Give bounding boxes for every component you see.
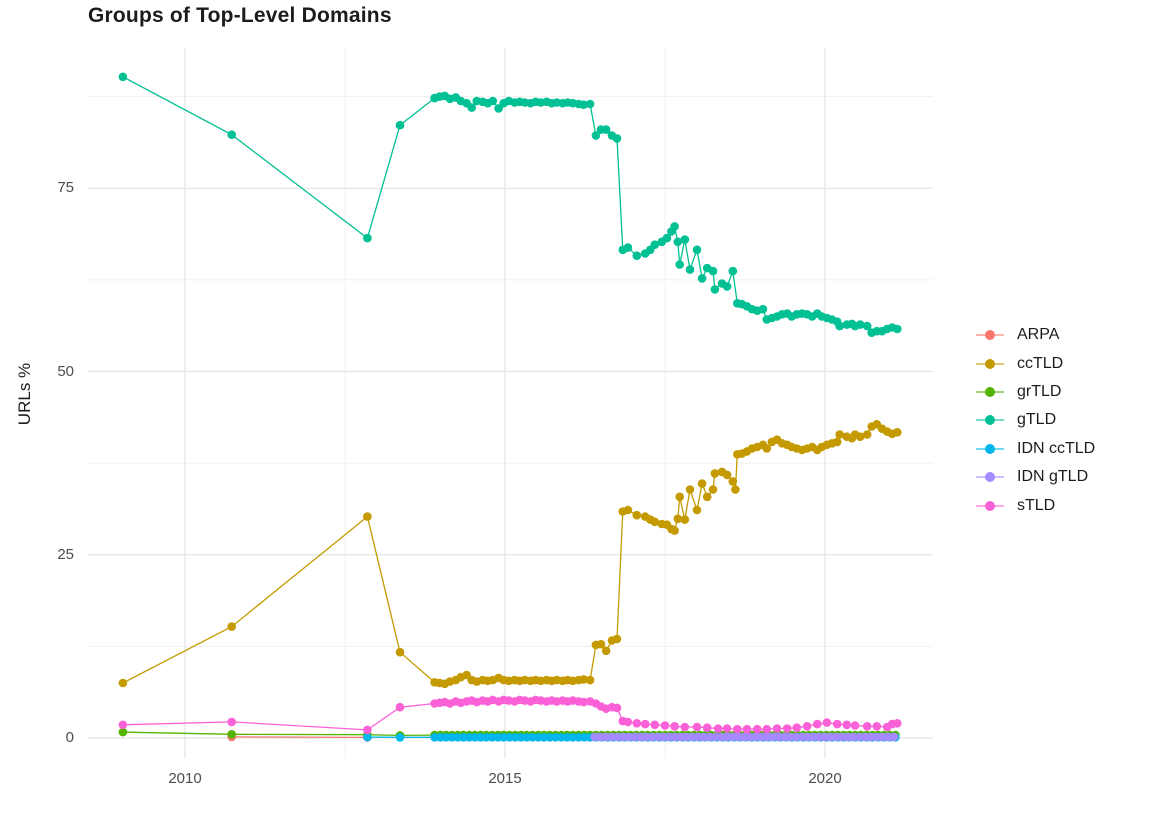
legend-item-idn-gtld: IDN gTLD	[976, 463, 1095, 491]
legend-label: IDN ccTLD	[1017, 439, 1096, 457]
legend-item-gtld: gTLD	[976, 406, 1095, 434]
legend-key-icon	[976, 499, 1004, 513]
legend-key-icon	[976, 413, 1004, 427]
legend-label: ccTLD	[1017, 354, 1064, 372]
legend-key-icon	[976, 385, 1004, 399]
x-tick-label-2015: 2015	[488, 770, 522, 787]
legend-label: gTLD	[1017, 411, 1057, 429]
series-stld	[118, 695, 902, 735]
legend-label: grTLD	[1017, 382, 1062, 400]
legend-item-stld: sTLD	[976, 491, 1095, 519]
y-axis-title: URLs %	[15, 362, 34, 426]
x-tick-label-2010: 2010	[168, 770, 202, 787]
series-idn-gtld	[590, 732, 899, 742]
legend-key-icon	[976, 442, 1004, 456]
gridlines-minor	[88, 48, 933, 758]
legend-item-grtld: grTLD	[976, 378, 1095, 406]
x-tick-label-2020: 2020	[808, 770, 842, 787]
legend-item-arpa: ARPA	[976, 321, 1095, 349]
legend-label: ARPA	[1017, 326, 1060, 344]
legend: ARPA ccTLD grTLD gTLD IDN ccTLD IDN gTLD sTLD	[976, 321, 1095, 520]
legend-key-icon	[976, 357, 1004, 371]
y-tick-label-75: 75	[57, 179, 74, 197]
series-cctld	[118, 420, 902, 689]
chart-title: Groups of Top-Level Domains	[88, 4, 392, 27]
y-tick-label-25: 25	[57, 545, 74, 563]
y-tick-label-50: 50	[57, 362, 74, 380]
legend-label: IDN gTLD	[1017, 468, 1089, 486]
legend-key-icon	[976, 470, 1004, 484]
legend-key-icon	[976, 328, 1004, 342]
legend-item-idn-cctld: IDN ccTLD	[976, 435, 1095, 463]
gridlines-major	[88, 48, 933, 758]
legend-item-cctld: ccTLD	[976, 349, 1095, 377]
legend-label: sTLD	[1017, 496, 1056, 514]
y-tick-label-0: 0	[65, 729, 74, 746]
series-gtld	[118, 72, 902, 338]
